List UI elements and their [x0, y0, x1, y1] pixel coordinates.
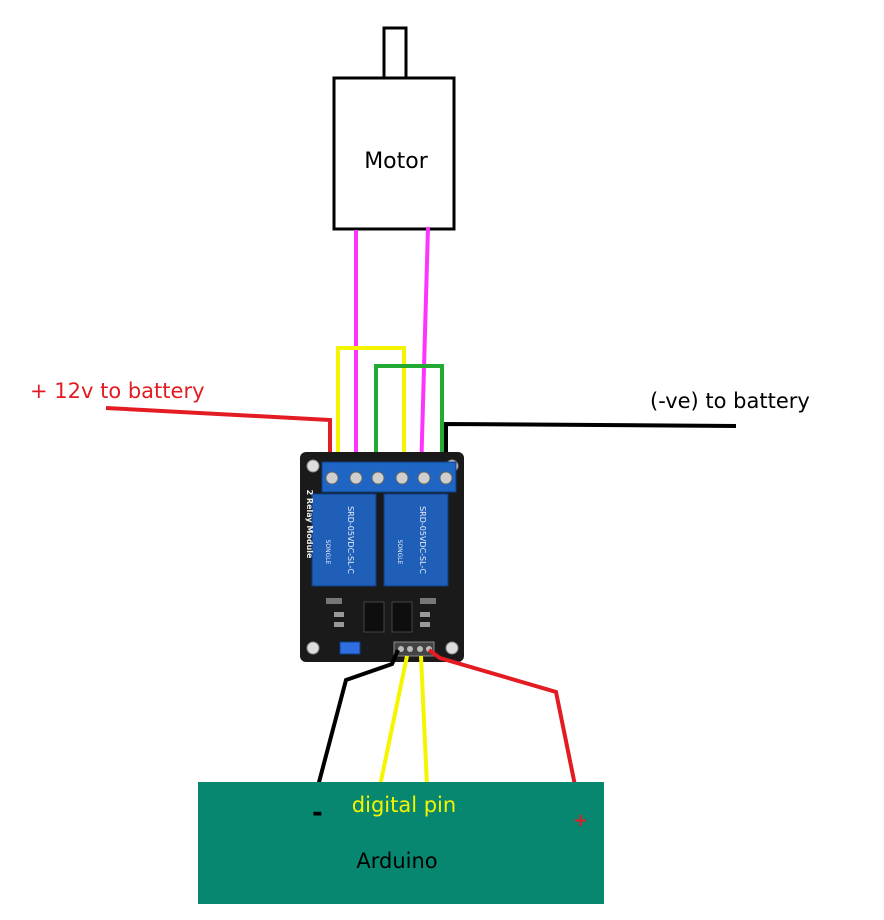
- terminal-screw: [325, 471, 339, 485]
- header-pin: [417, 646, 423, 652]
- terminal-screw: [417, 471, 431, 485]
- battery-positive-wire: [105, 406, 332, 474]
- relay-text-2: SRD-05VDC-SL-C: [418, 506, 427, 574]
- smd-component: [420, 622, 430, 627]
- arduino-board: [198, 782, 604, 904]
- smd-component: [420, 598, 436, 604]
- relay-block-1: [311, 493, 377, 587]
- arduino-plus-label: +: [573, 810, 588, 831]
- smd-component: [326, 598, 342, 604]
- relay-module: SRD-05VDC-SL-C SRD-05VDC-SL-C SONGLE SON…: [300, 452, 464, 662]
- terminal-screw: [439, 471, 453, 485]
- mounting-hole: [306, 459, 320, 473]
- arduino-signal-wire-1: [378, 655, 409, 787]
- arduino-vcc-wire: [427, 648, 582, 811]
- battery-negative-wire: [444, 421, 737, 474]
- smd-component: [334, 622, 344, 627]
- arduino-signal-wire-2: [419, 655, 429, 787]
- relay-brand-2: SONGLE: [396, 540, 403, 565]
- arduino-label: Arduino: [356, 849, 437, 873]
- mounting-hole: [306, 641, 320, 655]
- motor-wire-right: [419, 226, 430, 475]
- terminal-screw: [371, 471, 385, 485]
- relay-block-2: [383, 493, 449, 587]
- jumper-wire-green: [374, 364, 444, 474]
- relay-brand-1: SONGLE: [324, 540, 331, 565]
- optocoupler: [363, 601, 385, 633]
- motor-body: [332, 76, 456, 231]
- battery-negative-label: (-ve) to battery: [650, 389, 810, 413]
- optocoupler: [391, 601, 413, 633]
- terminal-block: [321, 461, 457, 493]
- arduino-minus-label: -: [312, 798, 323, 828]
- terminal-screws: [325, 471, 453, 485]
- jumper-wire-yellow: [336, 346, 406, 474]
- terminal-screw: [395, 471, 409, 485]
- digital-pin-label: digital pin: [352, 793, 456, 817]
- motor-label: Motor: [364, 149, 429, 174]
- motor-shaft: [382, 26, 408, 82]
- signal-header: [393, 641, 435, 657]
- jd-vcc-jumper: [339, 641, 361, 655]
- header-pin: [407, 646, 413, 652]
- arduino-gnd-wire: [316, 649, 400, 787]
- header-pin: [398, 646, 404, 652]
- battery-positive-label: + 12v to battery: [30, 379, 205, 403]
- smd-component: [334, 612, 344, 617]
- smd-component: [420, 612, 430, 617]
- relay-text-1: SRD-05VDC-SL-C: [346, 506, 355, 574]
- relay-module-title: 2 Relay Module: [305, 490, 314, 559]
- mounting-hole: [445, 641, 459, 655]
- terminal-screw: [349, 471, 363, 485]
